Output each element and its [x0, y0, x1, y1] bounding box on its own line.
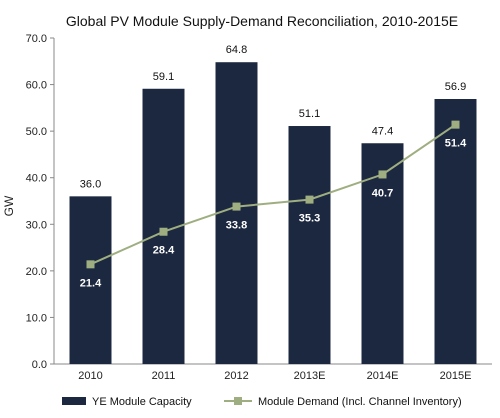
- y-tick-label: 40.0: [26, 173, 47, 185]
- bar-value-label: 36.0: [80, 178, 101, 190]
- demand-point-2011: [159, 227, 168, 236]
- demand-value-label: 21.4: [80, 277, 102, 289]
- y-tick-label: 70.0: [26, 33, 47, 45]
- x-tick-label: 2010: [78, 370, 102, 382]
- y-tick-label: 30.0: [26, 219, 47, 231]
- chart-title: Global PV Module Supply-Demand Reconcili…: [66, 13, 458, 29]
- x-tick-label: 2014E: [367, 370, 399, 382]
- bar-capacity-2013E: [288, 126, 331, 365]
- demand-value-label: 35.3: [299, 213, 320, 225]
- demand-point-2012: [232, 202, 241, 211]
- legend-marker-demand: [234, 397, 242, 405]
- bar-value-label: 47.4: [372, 125, 393, 137]
- bar-value-label: 56.9: [445, 81, 466, 93]
- demand-point-2015E: [451, 120, 460, 129]
- bar-value-label: 51.1: [299, 108, 320, 120]
- demand-point-2013E: [305, 195, 314, 204]
- y-tick-label: 0.0: [32, 359, 47, 371]
- x-tick-label: 2012: [224, 370, 248, 382]
- legend: YE Module Capacity Module Demand (Incl. C…: [62, 396, 462, 408]
- demand-value-label: 40.7: [372, 187, 393, 199]
- x-tick-label: 2013E: [294, 370, 326, 382]
- y-tick-label: 50.0: [26, 126, 47, 138]
- bar-capacity-2010: [69, 196, 112, 364]
- bar-value-label: 64.8: [226, 44, 247, 56]
- bar-capacity-2012: [215, 62, 258, 365]
- legend-label-demand: Module Demand (Incl. Channel Inventory): [258, 396, 462, 408]
- demand-value-label: 33.8: [226, 220, 247, 232]
- demand-line: [90, 123, 457, 266]
- demand-point-2014E: [378, 170, 387, 179]
- plot-area: 0.0 10.0 20.0 30.0 40.0 50.0 60.0 70.0 36.0 59.1 6…: [26, 33, 492, 382]
- legend-swatch-capacity: [62, 397, 86, 405]
- demand-value-label: 51.4: [445, 138, 467, 150]
- demand-point-2010: [86, 260, 95, 269]
- y-axis-label: GW: [2, 195, 16, 216]
- bar-capacity-2015E: [434, 99, 477, 364]
- y-tick-label: 20.0: [26, 266, 47, 278]
- legend-label-capacity: YE Module Capacity: [92, 396, 192, 408]
- x-tick-label: 2015E: [440, 370, 472, 382]
- y-tick-label: 10.0: [26, 312, 47, 324]
- y-tick-label: 60.0: [26, 80, 47, 92]
- x-tick-label: 2011: [152, 370, 176, 382]
- demand-value-label: 28.4: [153, 245, 175, 257]
- bar-value-label: 59.1: [153, 71, 174, 83]
